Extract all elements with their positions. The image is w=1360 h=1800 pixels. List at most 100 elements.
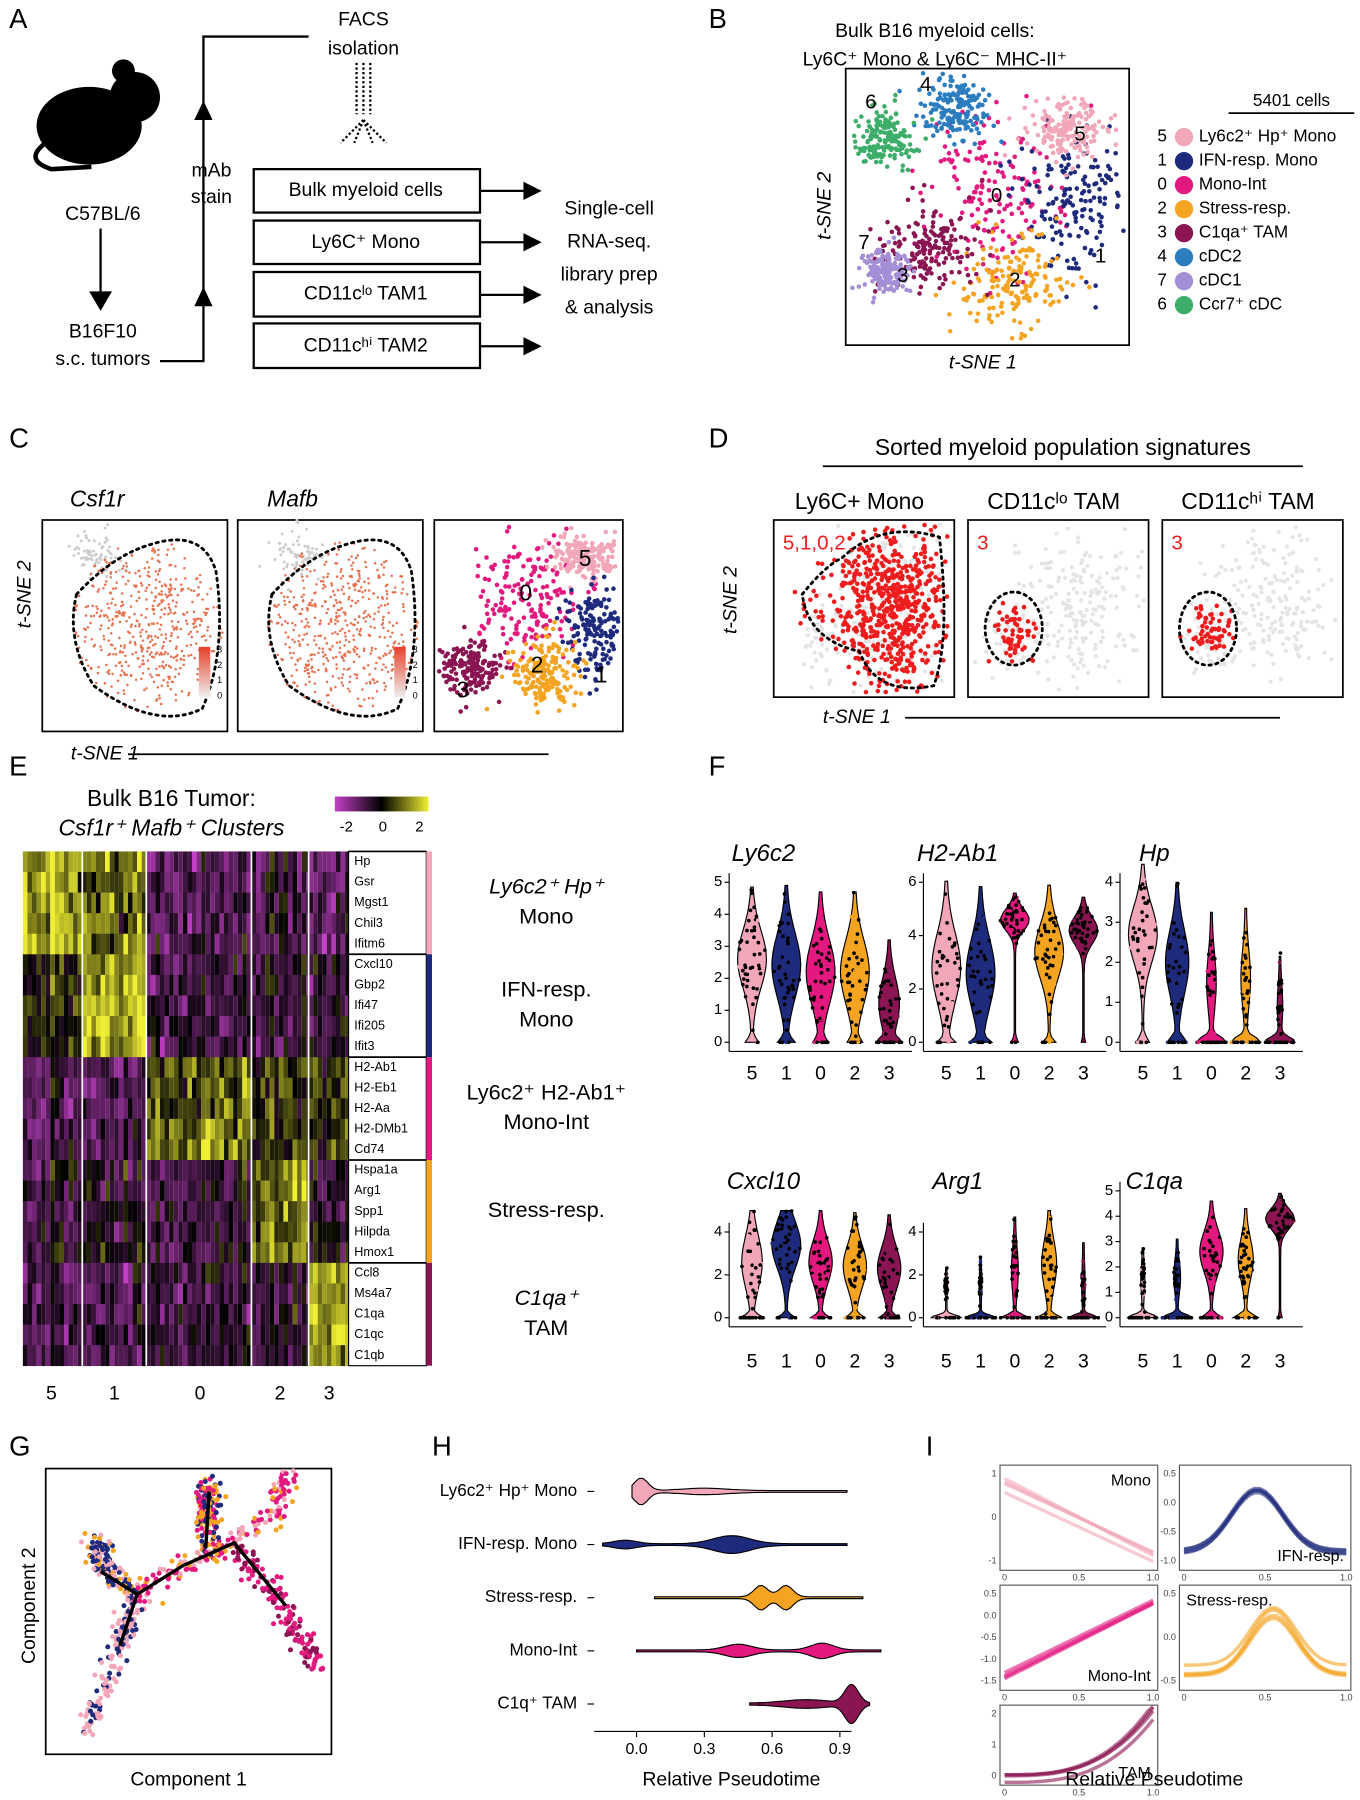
cell-dot [377, 574, 381, 577]
cell-dot [475, 671, 480, 677]
legend-swatch [1174, 296, 1194, 315]
cell-dot [1233, 602, 1238, 607]
legend-id: 6 [1157, 294, 1167, 314]
cell-dot [535, 669, 540, 675]
cell-dot [1299, 620, 1304, 625]
cell-dot [1316, 568, 1321, 573]
cell-dot [884, 597, 890, 603]
cell-dot [114, 556, 118, 560]
cell-dot [113, 647, 117, 650]
cell-dot [880, 243, 886, 249]
cell-dot [1012, 154, 1018, 160]
cell-dot [985, 292, 990, 298]
cell-dot [1244, 611, 1249, 616]
heatmap-cell [22, 1160, 28, 1181]
cell-dot [480, 686, 486, 692]
cell-dot [482, 576, 488, 582]
cell-dot [938, 231, 944, 237]
cell-dot [1196, 639, 1201, 644]
cell-dot [348, 680, 351, 684]
cell-dot [284, 543, 288, 547]
cell-dot [83, 640, 87, 643]
cell-dot [1028, 565, 1033, 570]
cell-dot [861, 145, 866, 151]
cell-dot [815, 561, 821, 566]
cell-dot [155, 699, 158, 702]
cell-dot [1089, 154, 1095, 160]
cell-dot [169, 611, 172, 614]
cell-dot [415, 637, 419, 641]
cell-dot [1011, 278, 1017, 284]
cell-dot [185, 611, 189, 614]
heatmap-cell [27, 872, 32, 893]
cell-dot [808, 597, 813, 603]
cell-dot [155, 651, 159, 654]
cell-dot [100, 648, 103, 652]
cell-dot [187, 693, 190, 697]
cell-dot [1042, 108, 1047, 114]
cell-dot [1286, 636, 1291, 641]
cell-dot [282, 595, 286, 598]
cell-dot [107, 639, 110, 642]
cell-dot [127, 579, 130, 583]
cell-dot [304, 617, 308, 621]
cell-dot [1131, 648, 1136, 653]
cell-dot [1291, 550, 1296, 555]
cell-dot [569, 525, 574, 531]
cell-dot [1059, 623, 1064, 628]
cell-dot [538, 609, 543, 614]
label: mAb [191, 160, 231, 182]
cell-dot [1228, 598, 1233, 603]
cell-dot [160, 590, 163, 593]
cell-dot [564, 526, 569, 532]
cell-dot [168, 590, 171, 594]
cell-dot [1203, 616, 1208, 621]
cell-dot [160, 584, 164, 588]
cell-dot [303, 696, 306, 699]
cell-dot [1271, 605, 1276, 610]
cell-dot [493, 671, 499, 677]
label: s.c. tumors [55, 348, 150, 370]
cell-dot [523, 632, 528, 638]
cell-dot [77, 594, 81, 598]
cell-dot [809, 685, 814, 690]
cell-dot [920, 238, 925, 244]
cell-dot [306, 609, 309, 612]
cell-dot [872, 289, 878, 294]
heatmap-cell [27, 1077, 32, 1099]
plot-frame [844, 67, 1130, 346]
cell-dot [861, 134, 866, 139]
cell-dot [912, 256, 918, 261]
cell-dot [367, 613, 370, 617]
cell-dot [1017, 616, 1022, 622]
cell-dot [341, 585, 345, 589]
cell-dot [103, 614, 106, 618]
cell-dot [1004, 650, 1009, 656]
cell-dot [290, 656, 293, 660]
label: Bulk B16 Tumor: [87, 785, 256, 811]
cell-dot [1311, 608, 1316, 613]
cell-dot [820, 575, 826, 580]
cell-dot [572, 542, 577, 548]
cell-dot [819, 561, 825, 567]
cell-dot [473, 546, 479, 552]
cell-dot [840, 628, 846, 634]
cell-dot [1182, 636, 1187, 641]
cell-dot [1211, 635, 1217, 640]
colorbar-tick: 2 [217, 660, 222, 670]
cell-dot [1290, 622, 1295, 627]
cell-dot [879, 154, 884, 160]
cell-dot [179, 627, 183, 631]
cell-dot [950, 117, 955, 122]
cell-dot [562, 558, 567, 563]
cell-dot [490, 566, 496, 572]
cell-dot [383, 636, 387, 639]
cell-dot [890, 623, 895, 628]
cell-dot [115, 610, 118, 614]
cell-dot [976, 276, 981, 281]
cell-dot [945, 129, 950, 135]
cell-dot [1207, 658, 1212, 663]
cell-dot [1189, 601, 1194, 606]
cell-dot [841, 622, 846, 627]
cell-dot [124, 654, 127, 658]
